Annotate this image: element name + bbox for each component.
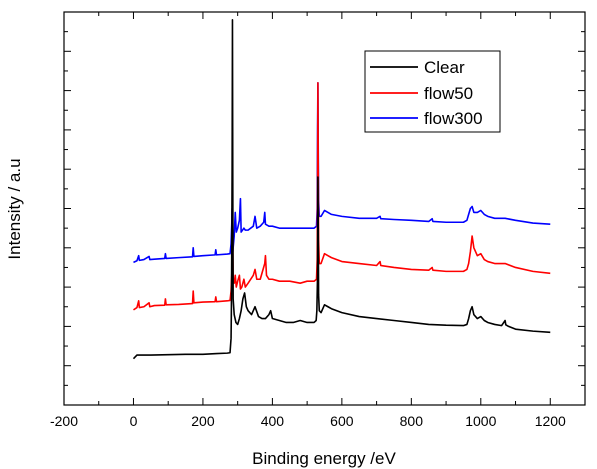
plot-frame [63, 11, 586, 406]
legend-label-flow50: flow50 [424, 84, 473, 103]
legend-label-flow300: flow300 [424, 109, 483, 128]
legend-label-clear: Clear [424, 58, 465, 77]
x-tick-label: -200 [50, 413, 78, 429]
x-tick-label: 200 [191, 413, 215, 429]
x-tick-label: 0 [130, 413, 138, 429]
series-line-flow300 [133, 81, 551, 264]
x-axis-label: Binding energy /eV [252, 449, 396, 468]
series-line-clear [132, 19, 551, 360]
y-axis-label: Intensity / a.u [5, 158, 24, 259]
x-tick-label: 1000 [465, 413, 496, 429]
series-layer [132, 19, 551, 360]
y-axis-ticks [64, 31, 585, 386]
x-tick-label: 1200 [535, 413, 566, 429]
x-tick-label: 800 [400, 413, 424, 429]
x-tick-label: 600 [330, 413, 354, 429]
series-line-flow50 [133, 81, 551, 311]
x-axis-ticks: -200 0 200 400 600 800 1000 1200 [50, 12, 566, 429]
x-tick-label: 400 [261, 413, 285, 429]
legend: Clear flow50 flow300 [364, 50, 501, 133]
